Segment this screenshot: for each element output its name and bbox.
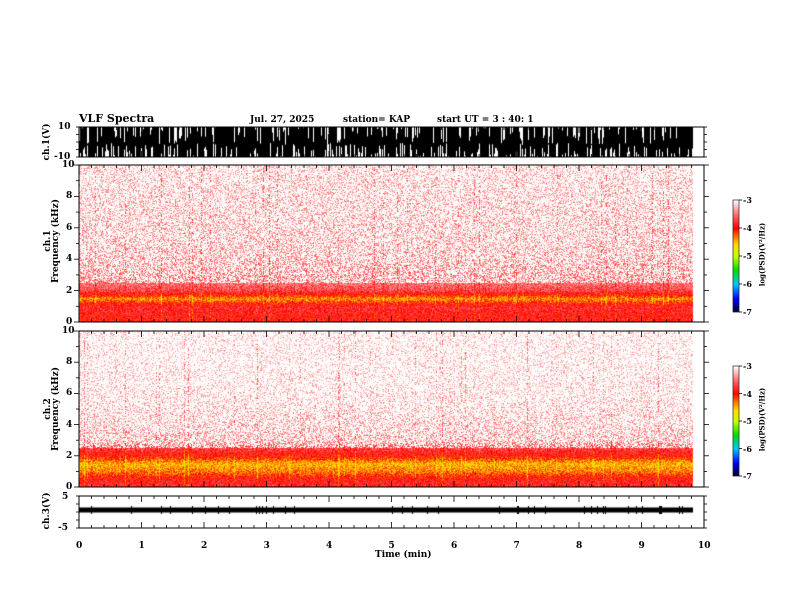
colorbar-1 (732, 199, 740, 313)
panel-frame-s2 (78, 330, 705, 488)
ch3-wave-ylabel: ch.3(V) (42, 492, 52, 530)
colorbar-tick-label: -7 (743, 471, 752, 481)
y-tick-label: 10 (62, 160, 75, 170)
y-tick-label: 8 (66, 191, 73, 202)
ch3-wave-tick-top: 5 (62, 492, 69, 502)
ch3-wave-tick-bottom: -5 (58, 523, 68, 533)
colorbar-tick-label: -4 (743, 388, 752, 399)
ch1-wave-tick-bottom: -10 (54, 152, 71, 162)
y-tick-label: 6 (66, 222, 73, 233)
y-tick-label: 10 (62, 326, 75, 336)
colorbar-tick-label: -5 (743, 251, 752, 261)
colorbar-label: log(PSD)(V²/Hz) (757, 222, 767, 287)
colorbar-tick-label: -7 (743, 307, 752, 317)
ch1-wave-tick-top: 10 (58, 122, 71, 132)
figure-title: VLF Spectra (79, 112, 155, 125)
colorbar-tick-label: -5 (743, 416, 752, 426)
y-tick-label: 2 (66, 285, 73, 296)
x-tick-label: 3 (263, 541, 270, 551)
y-tick-label: 0 (66, 317, 73, 327)
x-tick-label: 10 (698, 541, 711, 551)
colorbar-tick-label: -6 (743, 279, 752, 289)
x-tick-label: 8 (576, 541, 583, 551)
panel-frame-s1 (78, 164, 705, 323)
colorbar-tick-label: -6 (743, 443, 752, 454)
y-tick-label: 4 (66, 254, 73, 265)
y-tick-label: 6 (66, 388, 73, 399)
x-tick-label: 4 (326, 541, 333, 551)
y-tick-label: 2 (66, 450, 73, 461)
ch1-wave-ylabel: ch.1(V) (42, 123, 52, 161)
date-label: Jul. 27, 2025 (250, 115, 315, 125)
station-label: station= KAP (343, 115, 411, 125)
colorbar-tick-label: -3 (743, 195, 752, 205)
x-tick-label: 0 (76, 541, 83, 551)
colorbar-tick-label: -3 (743, 361, 752, 371)
x-tick-label: 5 (388, 541, 395, 551)
y-tick-label: 0 (66, 482, 73, 492)
x-tick-label: 7 (513, 541, 520, 551)
x-tick-label: 2 (201, 541, 208, 551)
start-time-label: start UT = 3 : 40: 1 (437, 115, 534, 125)
x-tick-label: 6 (451, 541, 458, 551)
x-axis-label: Time (min) (375, 550, 432, 560)
colorbar-tick-label: -4 (743, 223, 752, 233)
ch2-spec-ylabel-b: Frequency (kHz) (51, 367, 61, 452)
ch1-spec-ylabel-b: Frequency (kHz) (51, 199, 61, 284)
colorbar-2 (732, 365, 740, 477)
y-tick-label: 4 (66, 419, 73, 430)
y-tick-label: 8 (66, 357, 73, 368)
x-tick-label: 1 (138, 541, 145, 551)
colorbar-label: log(PSD)(V²/Hz) (757, 387, 767, 452)
x-tick-label: 9 (638, 541, 645, 551)
